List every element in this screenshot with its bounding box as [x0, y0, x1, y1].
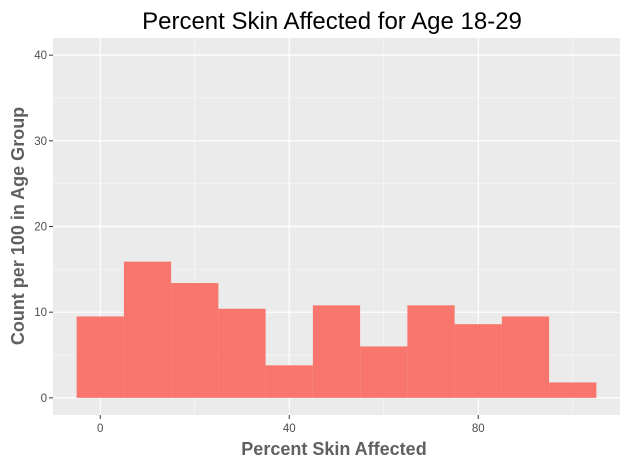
y-axis-ticks: 0 10 20 30 40 — [34, 50, 53, 405]
x-tick-label: 0 — [97, 423, 103, 435]
y-tick-label: 0 — [41, 393, 47, 405]
histogram-bar — [265, 365, 313, 398]
chart-title: Percent Skin Affected for Age 18-29 — [142, 8, 522, 35]
x-tick-label: 80 — [472, 423, 485, 435]
x-tick-label: 40 — [283, 423, 296, 435]
x-axis-label: Percent Skin Affected — [241, 439, 426, 459]
histogram-bar — [171, 283, 219, 398]
histogram-bar — [407, 305, 455, 398]
histogram-bars — [76, 261, 597, 398]
histogram-bar — [123, 261, 172, 398]
histogram-bar — [454, 324, 502, 398]
y-tick-label: 10 — [34, 307, 47, 319]
histogram-bar — [360, 346, 408, 398]
histogram-bar — [218, 308, 266, 398]
histogram-bar — [549, 382, 597, 398]
histogram-bar — [501, 316, 550, 398]
histogram-bar — [312, 305, 361, 398]
y-tick-label: 40 — [34, 50, 47, 62]
y-tick-label: 30 — [34, 136, 47, 148]
y-tick-label: 20 — [34, 222, 47, 234]
y-axis-label: Count per 100 in Age Group — [8, 107, 28, 345]
histogram-bar — [76, 316, 124, 398]
x-axis-ticks: 0 40 80 — [97, 415, 485, 435]
